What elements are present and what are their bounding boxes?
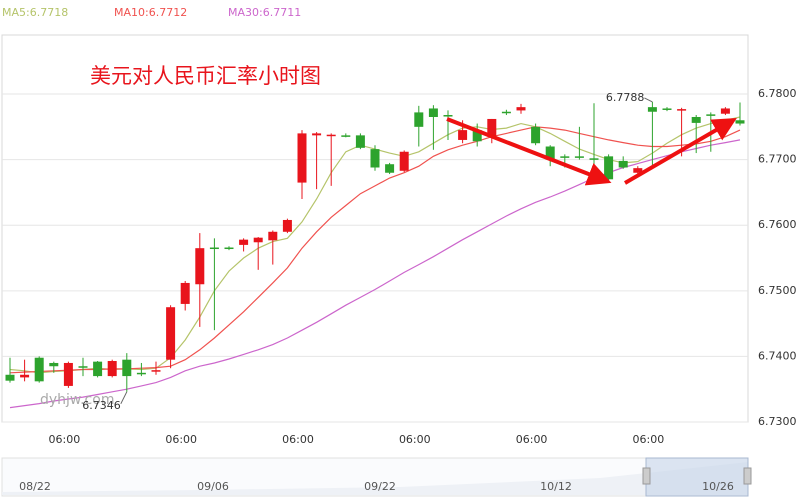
candle-body [5, 374, 15, 381]
candle-body [151, 370, 161, 372]
navigator-handle[interactable] [743, 467, 752, 485]
candle-body [107, 360, 117, 377]
candle-body [414, 112, 424, 127]
legend-entry: MA5:6.7718 [2, 6, 68, 19]
candle-body [63, 362, 73, 386]
chart-title: 美元对人民币汇率小时图 [90, 64, 321, 88]
candle-body [458, 130, 468, 140]
candle-body [618, 160, 628, 168]
candle-body [677, 109, 687, 111]
candle-body [428, 108, 438, 117]
x-tick-label: 06:00 [633, 433, 665, 446]
candle-body [209, 247, 219, 250]
y-tick-label: 6.7600 [758, 218, 797, 231]
navigator-handle[interactable] [642, 467, 651, 485]
x-tick-label: 06:00 [282, 433, 314, 446]
candle-body [720, 108, 730, 114]
ma-line [9, 139, 741, 409]
candle-body [385, 164, 395, 173]
candle-body [268, 231, 278, 241]
candle-body [224, 247, 234, 250]
y-tick-label: 6.7300 [758, 415, 797, 428]
candle-body [253, 237, 263, 243]
candle-body [516, 107, 526, 111]
high-leader [644, 97, 653, 103]
candle-body [312, 133, 322, 136]
candle-body [647, 107, 657, 112]
y-tick-label: 6.7800 [758, 87, 797, 100]
navigator-area [2, 462, 748, 495]
candle-body [662, 108, 672, 110]
candle-body [239, 239, 249, 245]
candle-body [399, 151, 409, 171]
candle-body [34, 357, 44, 382]
y-tick-label: 6.7400 [758, 349, 797, 362]
candle-body [589, 158, 599, 160]
candle-body [501, 111, 511, 114]
trend-arrow [623, 117, 737, 185]
y-tick-label: 6.7700 [758, 153, 797, 166]
legend-entry: MA30:6.7711 [228, 6, 301, 19]
candle-body [78, 366, 88, 368]
trend-arrow [446, 117, 612, 186]
candle-body [735, 120, 745, 124]
low-leader [120, 391, 128, 405]
x-tick-label: 06:00 [399, 433, 431, 446]
candle-body [633, 168, 643, 173]
candle-body [560, 156, 570, 158]
high-label: 6.7788 [606, 91, 645, 104]
candle-body [93, 361, 103, 377]
x-tick-label: 06:00 [49, 433, 81, 446]
low-label: 6.7346 [82, 399, 121, 412]
candle-body [341, 135, 351, 137]
candle-body [574, 156, 584, 158]
candle-body [297, 133, 307, 183]
candle-body [195, 248, 205, 285]
x-tick-label: 06:00 [165, 433, 197, 446]
candle-body [326, 134, 336, 137]
candle-body [20, 374, 30, 378]
candle-body [531, 126, 541, 144]
candle-body [49, 362, 59, 367]
candle-body [136, 372, 146, 375]
candle-body [166, 307, 176, 360]
x-tick-label: 06:00 [516, 433, 548, 446]
candle-body [706, 114, 716, 116]
ma-line [9, 126, 741, 374]
navigator-date: 10/26 [702, 480, 734, 493]
candle-body [604, 156, 614, 180]
legend-entry: MA10:6.7712 [114, 6, 187, 19]
navigator-window[interactable] [645, 457, 749, 497]
navigator-date: 08/22 [19, 480, 51, 493]
candle-body [370, 149, 380, 168]
candle-body [472, 130, 482, 142]
navigator-date: 10/12 [540, 480, 572, 493]
watermark: dyhjw.com [40, 392, 114, 408]
candle-body [355, 135, 365, 148]
candle-body [443, 115, 453, 117]
candle-body [545, 146, 555, 160]
candle-body [691, 116, 701, 123]
navigator-date: 09/22 [364, 480, 396, 493]
candle-body [487, 118, 497, 137]
y-tick-label: 6.7500 [758, 284, 797, 297]
navigator-date: 09/06 [197, 480, 229, 493]
candle-body [282, 219, 292, 232]
candle-body [122, 359, 132, 377]
candle-body [180, 282, 190, 304]
